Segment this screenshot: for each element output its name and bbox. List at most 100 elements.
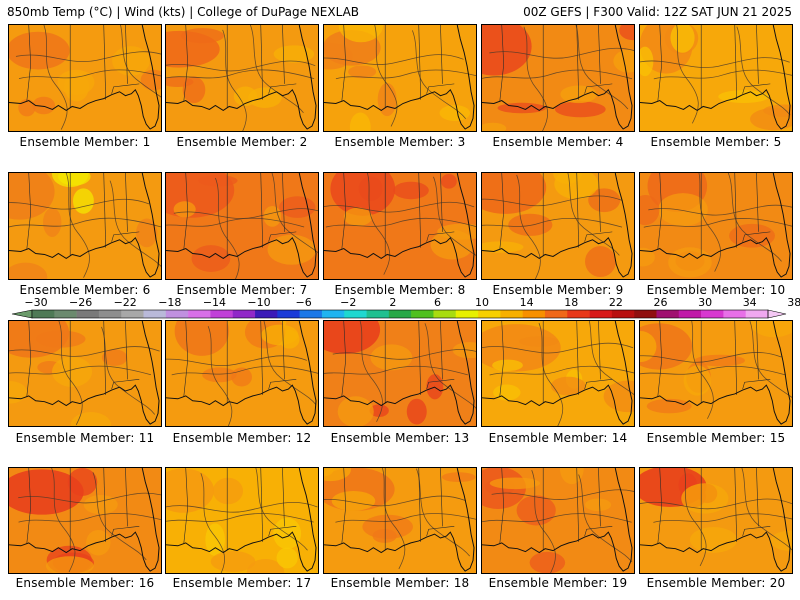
colorbar-swatch bbox=[634, 310, 657, 318]
ensemble-member-map[interactable] bbox=[481, 172, 635, 280]
colorbar-tick-label: 18 bbox=[564, 296, 578, 309]
ensemble-member-label: Ensemble Member: 4 bbox=[492, 135, 624, 149]
colorbar-swatch bbox=[366, 310, 390, 318]
colorbar-swatch bbox=[433, 310, 457, 318]
colorbar-swatch bbox=[299, 310, 323, 318]
colorbar-swatch bbox=[589, 310, 613, 318]
temperature-field bbox=[324, 173, 476, 279]
colorbar-swatch bbox=[611, 310, 635, 318]
colorbar-tick-label: 30 bbox=[698, 296, 712, 309]
temperature-field bbox=[166, 468, 318, 573]
temperature-field bbox=[482, 25, 634, 131]
run-valid-time: 00Z GEFS | F300 Valid: 12Z SAT JUN 21 20… bbox=[523, 5, 792, 19]
colorbar-swatch bbox=[32, 310, 55, 318]
ensemble-member-label: Ensemble Member: 1 bbox=[19, 135, 151, 149]
ensemble-member-label: Ensemble Member: 8 bbox=[334, 283, 466, 297]
ensemble-member-label: Ensemble Member: 13 bbox=[330, 431, 470, 445]
colorbar-tick-label: −30 bbox=[24, 296, 47, 309]
colorbar-swatch bbox=[143, 310, 167, 318]
ensemble-member-map[interactable] bbox=[8, 172, 162, 280]
ensemble-member-map[interactable] bbox=[323, 24, 477, 132]
colorbar-swatch bbox=[455, 310, 479, 318]
temperature-field bbox=[324, 468, 476, 573]
ensemble-member-map[interactable] bbox=[323, 320, 477, 427]
colorbar-tick-label: −10 bbox=[247, 296, 270, 309]
ensemble-member-map[interactable] bbox=[8, 24, 162, 132]
ensemble-member-map[interactable] bbox=[639, 172, 793, 280]
colorbar-tick-label: −6 bbox=[296, 296, 312, 309]
colorbar-swatch bbox=[478, 310, 501, 318]
ensemble-member-map[interactable] bbox=[639, 320, 793, 427]
colorbar-swatch bbox=[232, 310, 256, 318]
colorbar-swatch bbox=[121, 310, 144, 318]
ensemble-member-label: Ensemble Member: 16 bbox=[15, 576, 155, 590]
temperature-field bbox=[482, 321, 634, 426]
temperature-field bbox=[166, 25, 318, 131]
temperature-field bbox=[9, 321, 161, 426]
colorbar-swatch bbox=[656, 310, 680, 318]
colorbar-tick-label: 2 bbox=[389, 296, 396, 309]
ensemble-member-label: Ensemble Member: 10 bbox=[646, 283, 786, 297]
colorbar-tick-label: −18 bbox=[158, 296, 181, 309]
temperature-colorbar: −30 −26 −22 −18 −14 −10 −6 −2 2 6 10 14 18 22 26 30 34 38… bbox=[11, 296, 800, 319]
ensemble-member-map[interactable] bbox=[481, 320, 635, 427]
temperature-field bbox=[324, 321, 476, 426]
colorbar-tick-label: 6 bbox=[434, 296, 441, 309]
ensemble-member-label: Ensemble Member: 12 bbox=[172, 431, 312, 445]
ensemble-member-label: Ensemble Member: 18 bbox=[330, 576, 470, 590]
colorbar-tick-label: 38 bbox=[787, 296, 800, 309]
colorbar-swatch bbox=[388, 310, 412, 318]
colorbar-swatch bbox=[745, 310, 769, 318]
colorbar-tick-label: −2 bbox=[340, 296, 356, 309]
colorbar-swatch bbox=[544, 310, 568, 318]
ensemble-member-label: Ensemble Member: 9 bbox=[492, 283, 624, 297]
temperature-field bbox=[640, 25, 792, 131]
colorbar-tick-label: −22 bbox=[114, 296, 137, 309]
temperature-field bbox=[482, 173, 634, 279]
map-title: 850mb Temp (°C) | Wind (kts) | College o… bbox=[7, 5, 360, 19]
ensemble-member-label: Ensemble Member: 6 bbox=[19, 283, 151, 297]
ensemble-member-map[interactable] bbox=[481, 24, 635, 132]
ensemble-member-label: Ensemble Member: 14 bbox=[488, 431, 628, 445]
temperature-field bbox=[9, 25, 161, 131]
colorbar-tick-label: 10 bbox=[475, 296, 489, 309]
ensemble-member-map[interactable] bbox=[481, 467, 635, 574]
colorbar-swatch bbox=[344, 310, 367, 318]
temperature-field bbox=[640, 468, 792, 573]
ensemble-member-map[interactable] bbox=[323, 172, 477, 280]
colorbar-swatch bbox=[678, 310, 702, 318]
ensemble-member-label: Ensemble Member: 3 bbox=[334, 135, 466, 149]
ensemble-member-label: Ensemble Member: 11 bbox=[15, 431, 155, 445]
temperature-field bbox=[166, 173, 318, 279]
ensemble-member-map[interactable] bbox=[8, 467, 162, 574]
temperature-field bbox=[640, 321, 792, 426]
ensemble-member-map[interactable] bbox=[639, 467, 793, 574]
ensemble-member-map[interactable] bbox=[165, 467, 319, 574]
colorbar-tick-label: 14 bbox=[520, 296, 534, 309]
temperature-field bbox=[9, 173, 161, 279]
ensemble-member-label: Ensemble Member: 15 bbox=[646, 431, 786, 445]
ensemble-member-label: Ensemble Member: 19 bbox=[488, 576, 628, 590]
colorbar-tick-label: −14 bbox=[203, 296, 226, 309]
ensemble-member-map[interactable] bbox=[165, 24, 319, 132]
colorbar-swatch bbox=[210, 310, 234, 318]
temperature-field bbox=[482, 468, 634, 573]
ensemble-member-label: Ensemble Member: 7 bbox=[176, 283, 308, 297]
colorbar-tick-label: 22 bbox=[609, 296, 623, 309]
colorbar-swatch bbox=[500, 310, 523, 318]
ensemble-member-map[interactable] bbox=[323, 467, 477, 574]
colorbar-swatch bbox=[165, 310, 189, 318]
colorbar-swatch bbox=[54, 310, 77, 318]
temperature-field bbox=[324, 25, 476, 131]
colorbar-tick-label: 34 bbox=[743, 296, 757, 309]
colorbar-tick-label: −26 bbox=[69, 296, 92, 309]
colorbar-swatch bbox=[321, 310, 345, 318]
colorbar-swatch bbox=[255, 310, 278, 318]
colorbar-tick-label: 26 bbox=[653, 296, 667, 309]
ensemble-member-map[interactable] bbox=[165, 172, 319, 280]
ensemble-member-map[interactable] bbox=[8, 320, 162, 427]
ensemble-member-label: Ensemble Member: 17 bbox=[172, 576, 312, 590]
ensemble-member-map[interactable] bbox=[639, 24, 793, 132]
ensemble-member-map[interactable] bbox=[165, 320, 319, 427]
colorbar-swatch bbox=[567, 310, 590, 318]
